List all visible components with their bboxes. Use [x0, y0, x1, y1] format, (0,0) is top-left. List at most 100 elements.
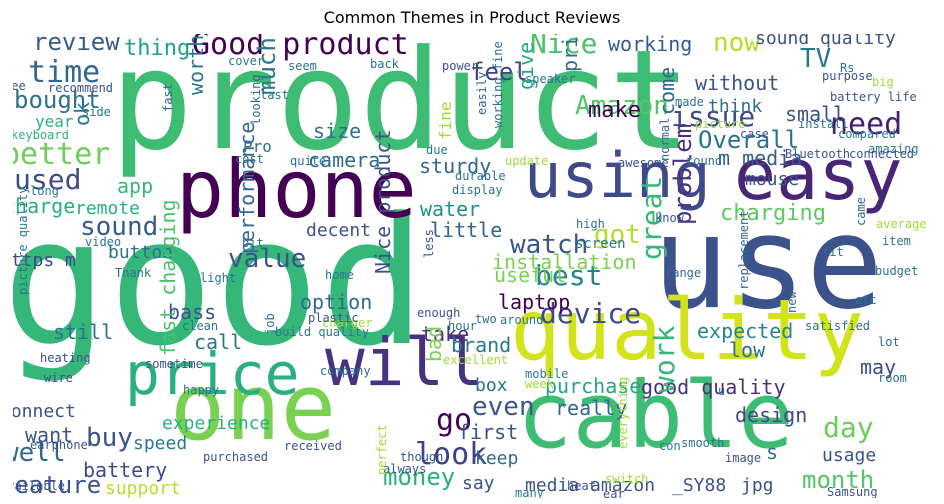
cloud-word: day — [823, 411, 874, 444]
cloud-word: still — [53, 320, 114, 344]
cloud-word: perfect — [375, 424, 389, 475]
cloud-word: thing — [124, 36, 191, 61]
cloud-word: found — [686, 154, 723, 168]
page-title: Common Themes in Product Reviews — [323, 8, 621, 27]
word-cloud: good product use one cable quality phone easy us… — [13, 34, 940, 498]
cloud-word: Amazon — [575, 91, 669, 121]
cloud-word: video — [85, 235, 122, 249]
cloud-word: recommend — [48, 81, 114, 95]
cloud-word: range — [665, 266, 702, 280]
cloud-word: etc — [855, 293, 877, 307]
cloud-word: will — [325, 324, 484, 401]
cloud-word: say — [462, 473, 495, 494]
cloud-word: easy — [734, 134, 903, 216]
cloud-word: think — [708, 96, 763, 117]
cloud-word: quite — [290, 154, 327, 168]
cloud-word: durable — [455, 169, 506, 183]
cloud-word: average — [876, 217, 927, 231]
cloud-word: keyboard — [13, 128, 69, 142]
cloud-word: best — [535, 259, 603, 292]
cloud-word: bass — [168, 300, 217, 324]
cloud-word: power — [442, 59, 479, 73]
cloud-word: call — [194, 330, 243, 354]
cloud-word: good quality — [641, 375, 786, 399]
cloud-word: charger — [322, 316, 373, 330]
cloud-word: budget — [875, 264, 919, 278]
cloud-word: fine — [436, 101, 455, 140]
cloud-word: want — [25, 423, 74, 447]
cloud-word: screen — [575, 236, 626, 252]
cloud-word: wire — [44, 371, 73, 385]
cloud-word: connect — [13, 401, 76, 422]
cloud-word: even — [472, 392, 535, 422]
cloud-word: go — [436, 403, 473, 438]
cloud-word: _SY88 — [672, 475, 727, 496]
cloud-word: around — [500, 313, 544, 327]
cloud-word: option — [300, 290, 373, 314]
cloud-word: really — [555, 396, 628, 420]
cloud-word: money — [383, 463, 456, 491]
cloud-word: watch — [510, 230, 589, 260]
cloud-word: enough — [417, 306, 461, 320]
cloud-word: good — [13, 180, 426, 385]
cloud-word: easily — [475, 71, 489, 115]
cloud-word: working fine — [491, 41, 505, 128]
cloud-word: without — [695, 71, 780, 95]
cloud-word: hour — [448, 319, 477, 333]
cloud-word: battery — [83, 458, 168, 482]
cloud-word: keep — [475, 448, 519, 469]
cloud-word: due — [426, 143, 448, 157]
cloud-word: happy — [183, 383, 220, 397]
cloud-word: satisfied — [805, 319, 871, 333]
cloud-word: con — [659, 439, 681, 453]
cloud-word: Pro — [243, 137, 272, 156]
cloud-word: now — [713, 34, 760, 58]
cloud-word: though — [400, 450, 444, 464]
cloud-word: compared — [838, 127, 896, 141]
cloud-word: Good product — [192, 34, 409, 62]
cloud-word: looking — [249, 74, 263, 125]
cloud-word: use — [652, 189, 884, 338]
cloud-word: Overall — [698, 126, 800, 154]
cloud-word: Samsung — [827, 485, 878, 498]
cloud-word: excellent — [443, 353, 509, 367]
cloud-word: media amazon — [525, 475, 656, 496]
cloud-word: room — [878, 371, 907, 385]
cloud-word: ear — [603, 487, 625, 498]
cloud-word: seem — [288, 59, 317, 73]
cloud-word: phone — [176, 143, 417, 236]
cloud-word: need — [830, 107, 903, 142]
cloud-word: problem — [669, 123, 697, 225]
cloud-word: small — [785, 102, 846, 126]
cloud-word: time — [28, 55, 101, 90]
cloud-word: battery life — [830, 90, 917, 104]
cloud-word: bit — [242, 236, 264, 250]
cloud-word: feature — [13, 471, 102, 498]
cloud-word: look — [415, 437, 488, 472]
cloud-word: https m — [13, 250, 76, 271]
cloud-word: fast — [161, 83, 175, 112]
cloud-word: month — [802, 466, 875, 494]
cloud-word: image — [725, 451, 762, 465]
cloud-word: design — [735, 403, 808, 427]
cloud-word: case — [740, 127, 769, 141]
cloud-word: laptop — [498, 290, 571, 314]
cloud-word: speaker — [525, 72, 576, 86]
cloud-word: less — [422, 229, 436, 258]
cloud-word: back — [370, 57, 399, 71]
cloud-word: size — [313, 119, 362, 143]
cloud-word: build quality — [275, 325, 369, 339]
cloud-word: year — [35, 112, 74, 131]
cloud-word: working — [608, 34, 693, 56]
cloud-word: Thank — [115, 266, 152, 280]
cloud-word: side — [82, 105, 111, 119]
cloud-word: picture quality — [16, 186, 30, 295]
cloud-word: company — [320, 364, 371, 378]
cloud-word: heat — [567, 479, 596, 493]
cloud-word: week — [525, 377, 554, 391]
cloud-word: price — [125, 340, 300, 408]
cloud-word: feel — [470, 58, 528, 86]
cloud-word: item — [882, 234, 911, 248]
cloud-word: speed — [133, 433, 188, 454]
cloud-word: everything — [616, 376, 630, 449]
